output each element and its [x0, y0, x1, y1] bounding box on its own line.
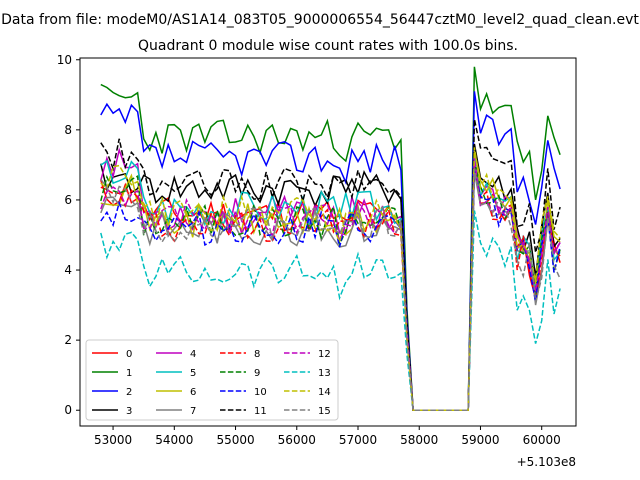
legend-label-15: 15 — [318, 406, 331, 417]
x-tick-label: 55000 — [216, 433, 254, 447]
legend-box — [85, 339, 339, 421]
x-tick-label: 54000 — [155, 433, 193, 447]
series-line-1 — [100, 66, 561, 411]
series-line-8 — [100, 164, 561, 411]
x-tick-label: 59000 — [461, 433, 499, 447]
x-axis: 53000 54000 55000 56000 57000 58000 59000 60000 — [94, 426, 561, 447]
y-tick-label: 6 — [64, 193, 72, 207]
x-tick-label: 56000 — [278, 433, 316, 447]
y-tick-label: 2 — [64, 333, 72, 347]
legend-label-13: 13 — [318, 368, 331, 379]
series-line-14 — [100, 147, 561, 411]
x-tick-label: 57000 — [339, 433, 377, 447]
x-tick-label: 58000 — [400, 433, 438, 447]
legend-label-0: 0 — [126, 349, 132, 360]
y-tick-label: 4 — [64, 263, 72, 277]
legend-label-14: 14 — [318, 387, 331, 398]
legend-label-2: 2 — [126, 387, 132, 398]
legend-label-8: 8 — [254, 349, 260, 360]
y-tick-label: 0 — [64, 403, 72, 417]
legend-label-12: 12 — [318, 349, 331, 360]
series-line-11 — [100, 119, 561, 411]
series-line-5 — [100, 157, 561, 411]
legend-label-9: 9 — [254, 368, 260, 379]
chart-title: Quadrant 0 module wise count rates with … — [138, 38, 518, 54]
series-line-13 — [100, 210, 561, 411]
legend-label-1: 1 — [126, 368, 132, 379]
y-tick-label: 8 — [64, 123, 72, 137]
x-tick-label: 53000 — [94, 433, 132, 447]
series-line-2 — [100, 91, 561, 411]
series-line-9 — [100, 161, 561, 411]
legend-label-10: 10 — [254, 387, 267, 398]
legend-label-4: 4 — [190, 349, 196, 360]
legend-label-5: 5 — [190, 368, 196, 379]
plot-area — [100, 66, 561, 411]
legend-label-7: 7 — [190, 406, 196, 417]
legend-label-11: 11 — [254, 406, 267, 417]
y-axis: 0 2 4 6 8 10 — [57, 53, 80, 417]
x-tick-label: 60000 — [523, 433, 561, 447]
series-line-15 — [100, 168, 561, 411]
series-line-6 — [100, 150, 561, 411]
series-line-10 — [100, 168, 561, 411]
y-tick-label: 10 — [57, 53, 72, 67]
legend-label-3: 3 — [126, 406, 132, 417]
figure-suptitle: Data from file: modeM0/AS1A14_083T05_900… — [1, 12, 639, 28]
axes-frame — [79, 57, 577, 427]
x-offset-label: +5.103e8 — [517, 455, 576, 469]
legend-label-6: 6 — [190, 387, 196, 398]
